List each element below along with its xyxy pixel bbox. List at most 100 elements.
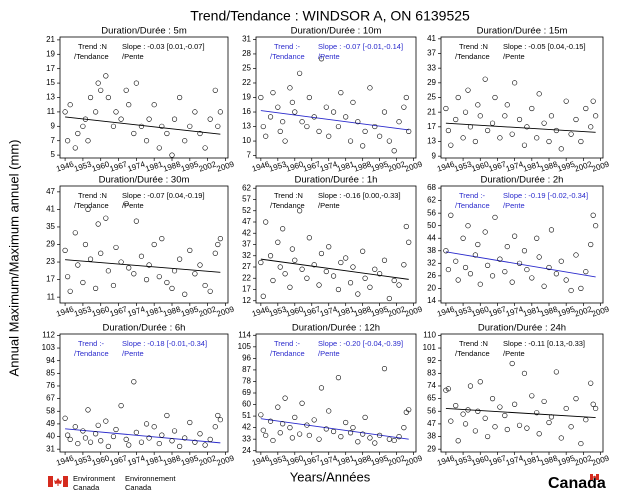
data-point [133,80,139,86]
trend-label: Trend :N [274,191,303,200]
y-tick-label: 51 [242,411,251,420]
data-point [509,131,515,137]
data-point [202,442,208,448]
y-tick-label: 40 [46,432,55,441]
y-tick-label: 16 [242,107,251,116]
y-tick-label: 31 [46,444,55,453]
footer-fr: Environnement [125,474,176,483]
data-point [482,76,488,82]
data-point [362,128,368,134]
data-point [103,418,109,424]
x-tick-label: 1995 [180,453,200,467]
data-point [316,436,322,442]
y-tick-label: 9 [51,121,56,130]
data-point [512,401,518,407]
data-point [377,271,383,277]
data-point [472,252,478,258]
x-tick-label: 1974 [126,304,146,318]
data-point [462,421,469,427]
x-tick-label: 1981 [144,453,164,467]
data-point [445,386,451,392]
data-point [362,414,368,420]
data-point [386,295,392,302]
data-point [583,269,589,275]
data-point [280,226,286,232]
x-tick-label: 1988 [162,159,182,173]
x-tick-label: 1981 [144,304,164,318]
data-point [289,435,295,441]
x-tick-label: 1953 [73,304,93,318]
slope-label: Slope : -0.20 [-0.04,-0.39] [318,339,403,348]
data-point [289,246,295,252]
y-tick-label: 31 [242,35,251,44]
data-point [187,419,193,426]
data-point [330,428,337,435]
data-point [516,260,523,266]
data-point [105,443,111,449]
data-point [541,120,547,126]
y-tick-label: 13 [242,122,251,131]
trend-line [260,110,409,131]
data-point [138,123,145,129]
y-tick-label: 19 [46,49,55,58]
y-tick-label: 92 [427,356,436,365]
data-point [536,254,542,260]
data-point [82,116,89,122]
slope-label: Slope : -0.18 [-0.01,-0.34] [122,339,207,348]
trend-label: Trend :- [459,191,485,200]
data-point [207,436,213,442]
x-tick-label: 2009 [215,453,235,467]
slope-label: Slope : -0.07 [0.04,-0.19] [122,191,205,200]
x-tick-label: 2009 [591,159,611,173]
data-point [391,277,397,284]
data-point [391,437,397,444]
data-point [541,283,547,289]
data-point [260,123,266,130]
y-tick-label: 21 [46,35,55,44]
data-point [215,123,221,129]
data-point [143,421,150,427]
x-tick-label: 1967 [109,159,129,173]
data-point [453,116,459,123]
trend-label2: /Tendance [270,52,305,61]
data-point [263,133,269,139]
trend-label2: /Tendance [455,201,490,210]
x-tick-label: 1967 [109,453,129,467]
x-tick-label: 1995 [180,159,200,173]
data-point [85,138,91,144]
data-point [133,429,139,435]
y-tick-label: 74 [427,381,436,390]
data-point [133,218,139,224]
y-tick-label: 29 [46,240,55,249]
data-point [475,408,481,414]
data-point [323,268,329,275]
x-tick-label: 2009 [404,304,424,318]
data-point [502,113,508,119]
data-point [367,435,373,441]
y-tick-label: 25 [427,93,436,102]
data-point [93,109,99,115]
data-point [578,285,584,291]
data-point [568,424,574,430]
slope-label2: /Pente [503,349,525,358]
slope-label2: /Pente [122,52,144,61]
slope-label2: /Pente [122,201,144,210]
data-point [467,124,474,130]
panel-title: Duration/Durée : 5m [101,26,187,37]
y-tick-label: 47 [46,187,55,196]
data-point [270,437,276,444]
data-point [403,409,409,415]
y-tick-label: 94 [46,356,55,365]
data-point [260,293,266,299]
y-tick-label: 38 [427,432,436,441]
data-point [534,410,540,416]
data-point [403,223,409,230]
y-tick-label: 37 [242,240,251,249]
data-point [381,257,388,263]
y-tick-label: 11 [47,107,56,116]
data-point [275,404,281,410]
data-point [472,138,478,145]
data-point [588,124,594,130]
data-point [578,138,584,145]
trend-line [65,259,221,273]
